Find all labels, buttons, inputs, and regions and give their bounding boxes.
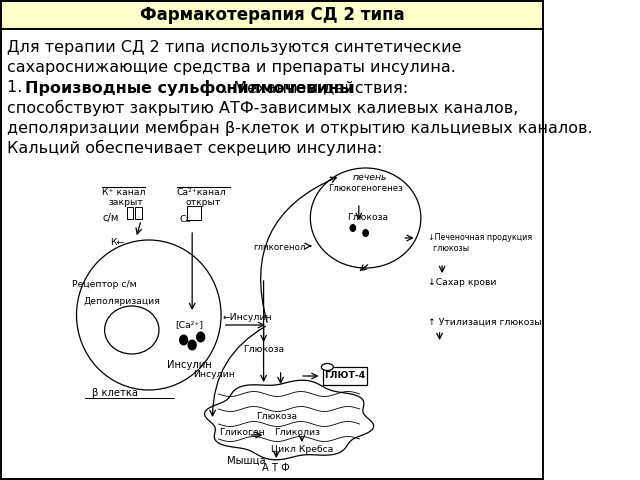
Text: Инсулин: Инсулин: [193, 370, 236, 379]
Circle shape: [349, 224, 356, 232]
Bar: [1, 1, 543, 29]
Text: деполяризации мембран β-клеток и открытию кальциевых каналов.: деполяризации мембран β-клеток и открыти…: [7, 120, 593, 136]
Text: А Т Ф: А Т Ф: [262, 463, 290, 473]
Text: ↓Печеночная продукция
  глюкозы: ↓Печеночная продукция глюкозы: [428, 233, 532, 253]
Text: К⁺ канал: К⁺ канал: [102, 188, 145, 197]
Text: ↑ Утилизация глюкозы: ↑ Утилизация глюкозы: [428, 318, 541, 327]
Text: закрыт: закрыт: [109, 198, 143, 207]
Text: . Механизм действия:: . Механизм действия:: [223, 80, 408, 95]
Text: способствуют закрытию АТФ-зависимых калиевых каналов,: способствуют закрытию АТФ-зависимых кали…: [7, 100, 518, 116]
Bar: [323, 367, 367, 385]
Ellipse shape: [104, 306, 159, 354]
Ellipse shape: [310, 168, 421, 268]
Text: Деполяризация: Деполяризация: [83, 297, 160, 306]
Text: с/м: с/м: [102, 213, 118, 223]
Text: β клетка: β клетка: [92, 388, 138, 398]
Circle shape: [196, 332, 205, 343]
Text: Фармакотерапия СД 2 типа: Фармакотерапия СД 2 типа: [140, 6, 404, 24]
Text: Са²⁺: Са²⁺: [179, 215, 200, 224]
Text: ←Инсулин: ←Инсулин: [223, 313, 273, 322]
Bar: [1, 1, 543, 29]
Text: Гликоген: Гликоген: [220, 428, 265, 437]
Text: Глюкогеногенез: Глюкогеногенез: [328, 184, 403, 193]
Ellipse shape: [77, 240, 221, 390]
Text: ГЛЮТ-4: ГЛЮТ-4: [324, 372, 366, 381]
Text: 1.: 1.: [7, 80, 28, 95]
Text: Производные сульфонилмочевины: Производные сульфонилмочевины: [25, 80, 353, 96]
Text: Цикл Кребса: Цикл Кребса: [271, 445, 333, 454]
Text: Глюкоза: Глюкоза: [347, 213, 388, 222]
Ellipse shape: [321, 363, 333, 371]
Text: [Ca²⁺]: [Ca²⁺]: [175, 320, 203, 329]
Text: ↓Сахар крови: ↓Сахар крови: [428, 278, 496, 287]
Text: Рецептор с/м: Рецептор с/м: [72, 280, 137, 289]
Text: открыт: открыт: [186, 198, 221, 207]
Text: печень: печень: [353, 173, 387, 182]
Text: Глюкоза: Глюкоза: [243, 345, 284, 354]
Circle shape: [179, 335, 188, 346]
Polygon shape: [205, 380, 374, 460]
Bar: [187, 206, 201, 220]
Text: К←: К←: [110, 238, 124, 247]
Text: Кальций обеспечивает секрецию инсулина:: Кальций обеспечивает секрецию инсулина:: [7, 140, 382, 156]
Circle shape: [362, 229, 369, 237]
Text: Са²⁺канал: Са²⁺канал: [177, 188, 227, 197]
Text: Глюкоза: Глюкоза: [256, 412, 297, 421]
Text: сахароснижающие средства и препараты инсулина.: сахароснижающие средства и препараты инс…: [7, 60, 456, 75]
Circle shape: [188, 339, 197, 350]
Bar: [135, 207, 142, 219]
Text: гликогенол: гликогенол: [253, 243, 306, 252]
Bar: [127, 207, 134, 219]
Text: Гликолиз: Гликолиз: [275, 428, 321, 437]
Text: Мышца: Мышца: [227, 456, 266, 466]
Text: Для терапии СД 2 типа используются синтетические: Для терапии СД 2 типа используются синте…: [7, 40, 461, 55]
Text: Инсулин: Инсулин: [167, 360, 212, 370]
